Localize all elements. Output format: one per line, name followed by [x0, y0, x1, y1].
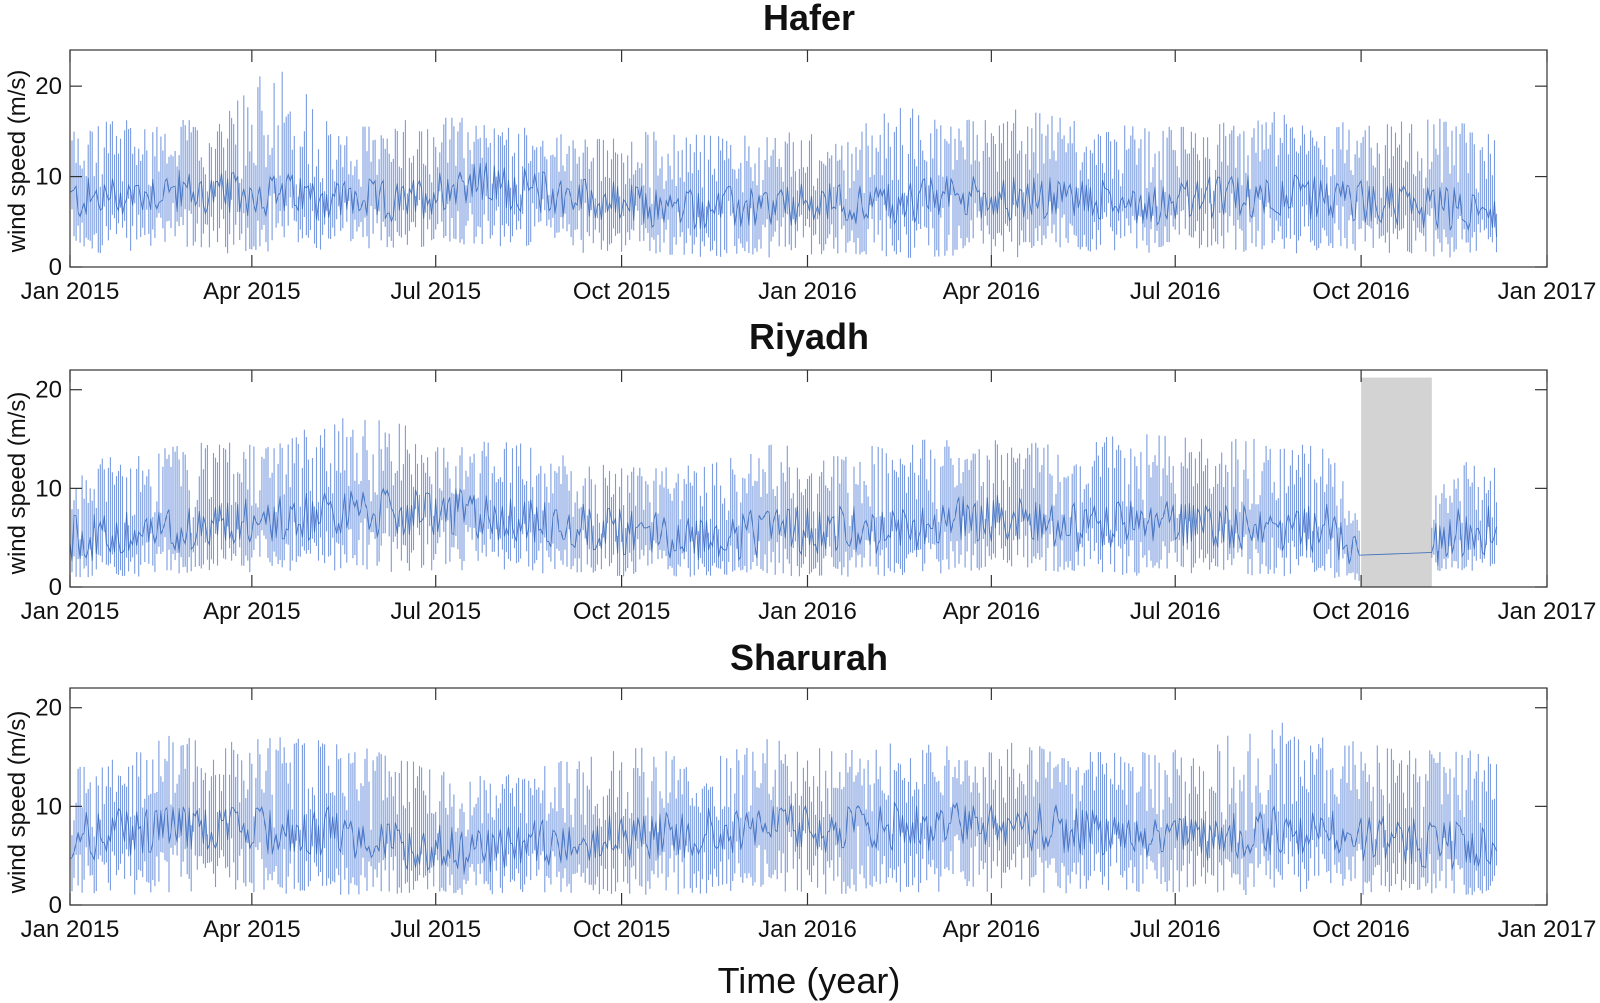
x-tick-label: Jul 2015 [390, 916, 481, 943]
x-tick-label: Jan 2015 [21, 916, 120, 943]
x-axis-title: Time (year) [718, 960, 901, 1001]
x-tick-label: Jan 2015 [21, 278, 120, 305]
x-tick-label: Jul 2015 [390, 278, 481, 305]
x-tick-label: Apr 2015 [203, 278, 300, 305]
series-daily-trace [69, 802, 1497, 875]
series-range-bars [69, 418, 1498, 581]
panel-hafer: Hafer wind speed (m/s) 0 10 20 Jan 2015 Apr … [4, 0, 1596, 305]
y-tick-label: 20 [35, 73, 62, 100]
series-daily-trace [69, 162, 1497, 237]
x-tick-label: Jul 2016 [1130, 598, 1221, 625]
y-tick-label: 10 [35, 475, 62, 502]
axes: 0 10 20 Jan 2015 Apr 2015 Jul 2015 Oct 2015 Jan… [21, 688, 1597, 943]
missing-data-band [1361, 377, 1432, 587]
x-tick-label: Oct 2016 [1312, 916, 1409, 943]
y-tick-label: 0 [49, 892, 62, 919]
x-tick-label: Jul 2015 [390, 598, 481, 625]
y-tick-label: 0 [49, 254, 62, 281]
y-axis-label: wind speed (m/s) [4, 392, 31, 576]
x-tick-label: Apr 2015 [203, 598, 300, 625]
x-tick-label: Apr 2015 [203, 916, 300, 943]
y-tick-label: 0 [49, 574, 62, 601]
x-tick-label: Apr 2016 [943, 598, 1040, 625]
x-tick-label: Oct 2016 [1312, 598, 1409, 625]
x-tick-label: Jan 2015 [21, 598, 120, 625]
x-tick-label: Jul 2016 [1130, 278, 1221, 305]
panel-title: Hafer [763, 0, 855, 38]
series-daily-trace [69, 487, 1497, 566]
x-tick-label: Jan 2016 [758, 916, 857, 943]
axes: 0 10 20 Jan 2015 Apr 2015 Jul 2015 Oct 2015 Jan… [21, 50, 1597, 305]
axes-box [69, 687, 1548, 906]
x-tick-label: Jan 2017 [1498, 916, 1597, 943]
x-tick-label: Oct 2015 [573, 278, 670, 305]
panel-title: Riyadh [749, 316, 869, 357]
y-tick-label: 10 [35, 793, 62, 820]
x-tick-label: Jul 2016 [1130, 916, 1221, 943]
panel-sharurah: Sharurah wind speed (m/s) 0 10 20 Jan 2015 A… [4, 637, 1596, 943]
y-axis-label: wind speed (m/s) [4, 711, 31, 895]
axes-box [69, 369, 1548, 588]
panel-riyadh: Riyadh wind speed (m/s) 0 10 20 Jan 2015 Apr… [4, 316, 1596, 625]
x-tick-label: Oct 2015 [573, 598, 670, 625]
y-axis-label: wind speed (m/s) [4, 70, 31, 254]
series-range-bars [69, 71, 1498, 258]
panel-title: Sharurah [730, 637, 888, 678]
axes: 0 10 20 Jan 2015 Apr 2015 Jul 2015 Oct 2015 Jan… [21, 370, 1597, 625]
axes-box [69, 49, 1548, 268]
x-tick-label: Jan 2016 [758, 278, 857, 305]
x-tick-label: Jan 2017 [1498, 598, 1597, 625]
x-tick-label: Oct 2015 [573, 916, 670, 943]
x-tick-label: Oct 2016 [1312, 278, 1409, 305]
x-tick-label: Jan 2017 [1498, 278, 1597, 305]
x-tick-label: Apr 2016 [943, 916, 1040, 943]
y-tick-label: 20 [35, 695, 62, 722]
y-tick-label: 20 [35, 377, 62, 404]
series-range-bars [69, 722, 1498, 896]
x-tick-label: Apr 2016 [943, 278, 1040, 305]
y-tick-label: 10 [35, 164, 62, 191]
x-tick-label: Jan 2016 [758, 598, 857, 625]
